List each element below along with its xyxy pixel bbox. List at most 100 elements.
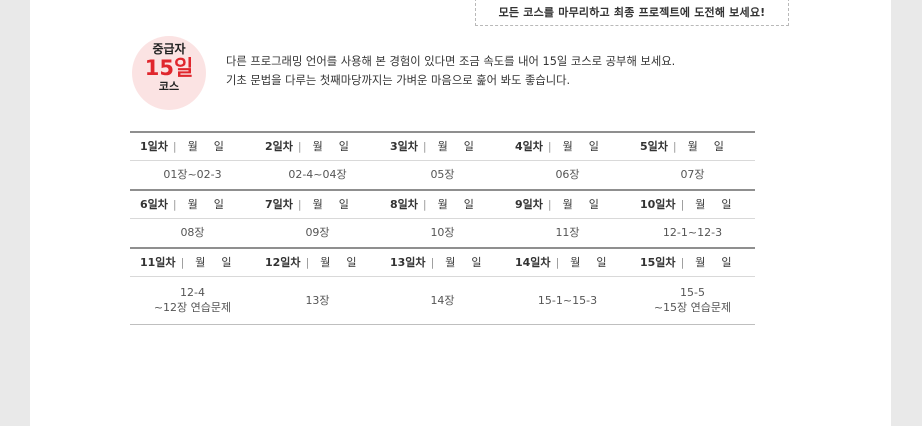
description-line: 다른 프로그래밍 언어를 사용해 본 경험이 있다면 조금 속도를 내어 15일… xyxy=(226,55,676,68)
day-blank-label: 일 xyxy=(338,198,349,212)
study-schedule-table: 1일차 | 월 일 2일차 | 월 일 3일차 | 월 일 4일차 | 월 일 5일차 | 월 일 01장~02-3 02… xyxy=(130,131,755,325)
month-blank-label: 월 xyxy=(695,198,706,212)
description-line: 기초 문법을 다루는 첫째마당까지는 가벼운 마음으로 훑어 봐도 좋습니다. xyxy=(226,74,571,87)
day-blank-label: 일 xyxy=(713,140,724,154)
chapter-range: 09장 xyxy=(305,226,330,240)
day-label: 3일차 xyxy=(390,140,418,154)
chapter-cell: 08장 xyxy=(130,217,255,248)
day-label: 11일차 xyxy=(140,256,176,270)
day-header-cell: 11일차 | 월 일 xyxy=(130,247,255,276)
day-header-cell: 14일차 | 월 일 xyxy=(505,247,630,276)
separator: | xyxy=(430,256,435,270)
day-label: 6일차 xyxy=(140,198,168,212)
day-blank-label: 일 xyxy=(338,140,349,154)
day-label: 4일차 xyxy=(515,140,543,154)
chapter-range: 02-4~04장 xyxy=(288,168,347,182)
separator: | xyxy=(547,140,552,154)
schedule-content-row: 01장~02-3 02-4~04장 05장 06장 07장 xyxy=(130,159,755,190)
month-blank-label: 월 xyxy=(437,140,448,154)
month-blank-label: 월 xyxy=(195,256,206,270)
month-blank-label: 월 xyxy=(562,140,573,154)
day-label: 10일차 xyxy=(640,198,676,212)
chapter-range: 15-5 xyxy=(680,286,705,299)
day-header-cell: 8일차 | 월 일 xyxy=(380,189,505,218)
day-label: 15일차 xyxy=(640,256,676,270)
chapter-range: 08장 xyxy=(180,226,205,240)
separator: | xyxy=(297,140,302,154)
chapter-range: 05장 xyxy=(430,168,455,182)
day-label: 7일차 xyxy=(265,198,293,212)
day-label: 12일차 xyxy=(265,256,301,270)
separator: | xyxy=(172,140,177,154)
separator: | xyxy=(672,140,677,154)
chapter-cell: 07장 xyxy=(630,159,755,190)
day-blank-label: 일 xyxy=(588,140,599,154)
month-blank-label: 월 xyxy=(695,256,706,270)
separator: | xyxy=(547,198,552,212)
chapter-cell: 05장 xyxy=(380,159,505,190)
course-days: 15일 xyxy=(144,56,194,80)
chapter-cell: 09장 xyxy=(255,217,380,248)
day-blank-label: 일 xyxy=(213,140,224,154)
day-header-cell: 15일차 | 월 일 xyxy=(630,247,755,276)
separator: | xyxy=(555,256,560,270)
separator: | xyxy=(172,198,177,212)
day-label: 14일차 xyxy=(515,256,551,270)
course-description: 다른 프로그래밍 언어를 사용해 본 경험이 있다면 조금 속도를 내어 15일… xyxy=(226,52,766,90)
chapter-range: 07장 xyxy=(680,168,705,182)
separator: | xyxy=(422,198,427,212)
chapter-range: 13장 xyxy=(305,293,330,307)
month-blank-label: 월 xyxy=(187,140,198,154)
chapter-cell: 01장~02-3 xyxy=(130,159,255,190)
day-blank-label: 일 xyxy=(471,256,482,270)
separator: | xyxy=(180,256,185,270)
month-blank-label: 월 xyxy=(445,256,456,270)
day-header-cell: 2일차 | 월 일 xyxy=(255,131,380,160)
month-blank-label: 월 xyxy=(312,140,323,154)
month-blank-label: 월 xyxy=(312,198,323,212)
day-blank-label: 일 xyxy=(588,198,599,212)
day-header-cell: 4일차 | 월 일 xyxy=(505,131,630,160)
course-level: 중급자 xyxy=(152,42,186,56)
month-blank-label: 월 xyxy=(187,198,198,212)
day-header-cell: 10일차 | 월 일 xyxy=(630,189,755,218)
separator: | xyxy=(422,140,427,154)
separator: | xyxy=(305,256,310,270)
chapter-cell: 11장 xyxy=(505,217,630,248)
chapter-cell: 12-1~12-3 xyxy=(630,217,755,248)
chapter-range: 14장 xyxy=(430,293,455,307)
separator: | xyxy=(680,256,685,270)
day-header-cell: 5일차 | 월 일 xyxy=(630,131,755,160)
chapter-cell: 15-1~15-3 xyxy=(505,275,630,325)
chapter-range: 10장 xyxy=(430,226,455,240)
chapter-range: 12-4 xyxy=(180,286,205,299)
course-label: 코스 xyxy=(158,80,180,93)
day-label: 8일차 xyxy=(390,198,418,212)
day-blank-label: 일 xyxy=(596,256,607,270)
chapter-cell: 14장 xyxy=(380,275,505,325)
chapter-range: 01장~02-3 xyxy=(163,168,222,182)
course-badge: 중급자 15일 코스 xyxy=(132,36,206,110)
day-blank-label: 일 xyxy=(721,256,732,270)
day-header-cell: 7일차 | 월 일 xyxy=(255,189,380,218)
chapter-cell: 02-4~04장 xyxy=(255,159,380,190)
day-label: 13일차 xyxy=(390,256,426,270)
month-blank-label: 월 xyxy=(687,140,698,154)
schedule-day-row: 6일차 | 월 일 7일차 | 월 일 8일차 | 월 일 9일차 | 월 일 10일차 | 월 일 xyxy=(130,189,755,218)
day-header-cell: 12일차 | 월 일 xyxy=(255,247,380,276)
separator: | xyxy=(680,198,685,212)
day-header-cell: 3일차 | 월 일 xyxy=(380,131,505,160)
chapter-range: ~15장 연습문제 xyxy=(653,301,732,314)
day-blank-label: 일 xyxy=(221,256,232,270)
schedule-day-row: 11일차 | 월 일 12일차 | 월 일 13일차 | 월 일 14일차 | 월 일 15일차 | 월 일 xyxy=(130,247,755,276)
chapter-cell: 13장 xyxy=(255,275,380,325)
day-blank-label: 일 xyxy=(213,198,224,212)
schedule-content-row: 12-4 ~12장 연습문제 13장 14장 15-1~15-3 15-5 ~15장 연습문… xyxy=(130,275,755,325)
separator: | xyxy=(297,198,302,212)
chapter-range: 06장 xyxy=(555,168,580,182)
day-blank-label: 일 xyxy=(346,256,357,270)
schedule-day-row: 1일차 | 월 일 2일차 | 월 일 3일차 | 월 일 4일차 | 월 일 5일차 | 월 일 xyxy=(130,131,755,160)
day-label: 2일차 xyxy=(265,140,293,154)
month-blank-label: 월 xyxy=(320,256,331,270)
final-project-banner: 모든 코스를 마무리하고 최종 프로젝트에 도전해 보세요! xyxy=(475,0,789,26)
